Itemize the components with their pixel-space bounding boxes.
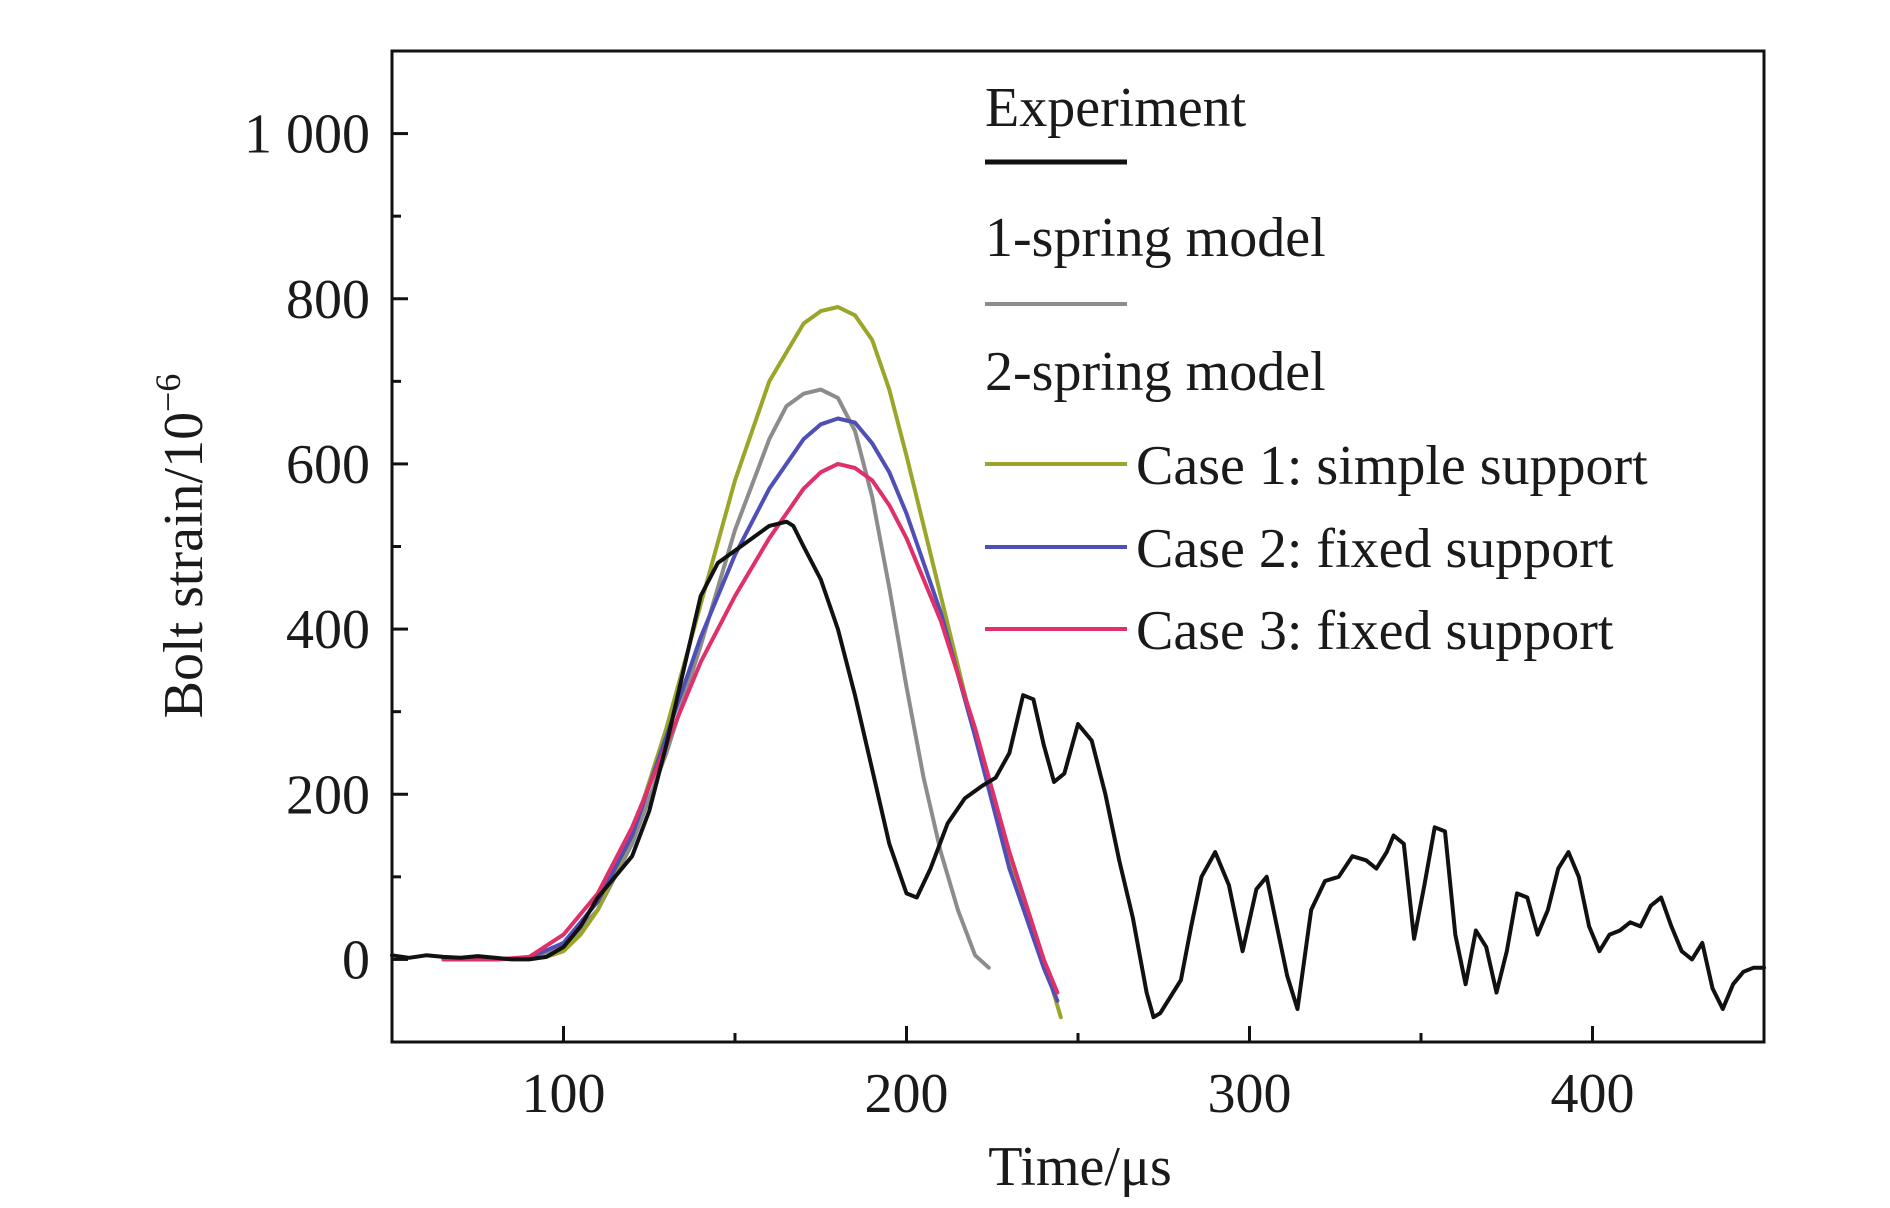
x-tick-label: 400	[1551, 1063, 1635, 1125]
legend-case1-label: Case 1: simple support	[1136, 435, 1648, 497]
legend-case3-label: Case 3: fixed support	[1136, 600, 1614, 662]
series-layer	[390, 305, 1766, 1020]
svg-text:Bolt strain/10−6: Bolt strain/10−6	[148, 374, 215, 719]
x-axis-title: Time/μs	[988, 1136, 1172, 1198]
y-tick-label: 800	[286, 269, 370, 331]
y-tick-label: 0	[342, 929, 370, 991]
y-axis: 0 200 400 600 800 1 000	[244, 49, 408, 1044]
y-axis-title-group: Bolt strain/10−6	[148, 374, 215, 719]
y-axis-title-exponent: −6	[148, 374, 188, 412]
y-tick-label: 600	[286, 434, 370, 496]
y-tick-label: 1 000	[244, 104, 370, 166]
x-axis: 100 200 300 400	[390, 1026, 1766, 1125]
legend-one-spring-label: 1-spring model	[985, 207, 1326, 269]
y-tick-label: 400	[286, 599, 370, 661]
legend-experiment-label: Experiment	[985, 77, 1247, 139]
legend-two-spring-label: 2-spring model	[985, 341, 1326, 403]
legend: Experiment 1-spring model 2-spring model…	[985, 77, 1648, 662]
y-tick-label: 200	[286, 764, 370, 826]
series-line-case-2-fixed-support	[441, 416, 1060, 1003]
series-line-experiment	[390, 519, 1766, 1020]
legend-case2-label: Case 2: fixed support	[1136, 518, 1614, 580]
series-line-case-1-simple-support	[441, 305, 1063, 1020]
x-tick-label: 100	[522, 1063, 606, 1125]
x-tick-label: 200	[865, 1063, 949, 1125]
x-tick-label: 300	[1208, 1063, 1292, 1125]
series-line-case-3-fixed-support	[441, 461, 1060, 995]
series-line-1-spring-model	[441, 387, 991, 970]
y-axis-title: Bolt strain/10	[153, 412, 215, 718]
